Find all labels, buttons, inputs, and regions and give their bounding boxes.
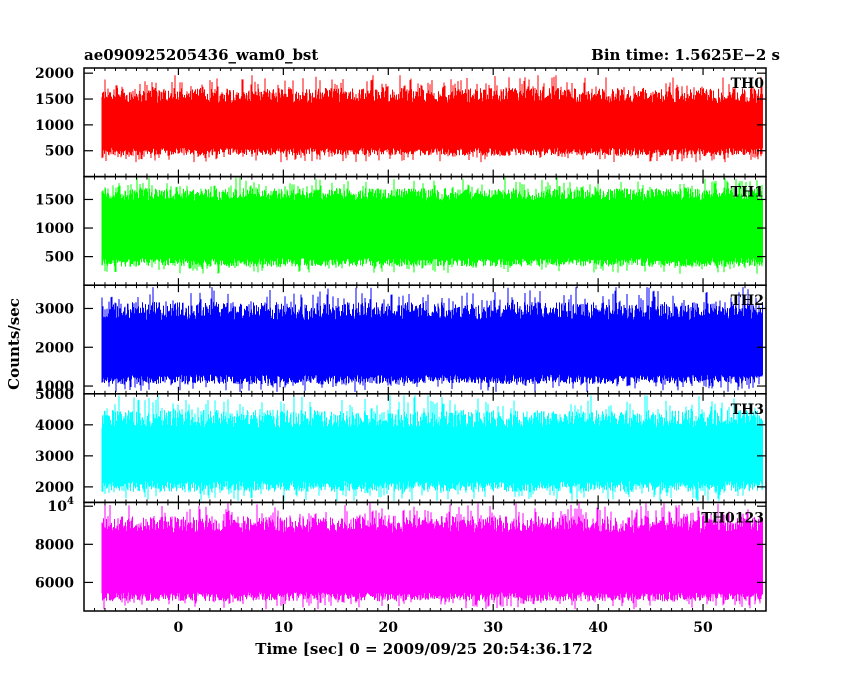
y-tick-label: 104 [48, 496, 74, 515]
bin-time-label: Bin time: 1.5625E−2 s [591, 46, 780, 64]
panel-th0: 500 1000 1500 2000 TH0 [35, 66, 767, 178]
series-th0123 [101, 502, 763, 610]
x-tick-label: 0 [174, 620, 184, 636]
x-axis-title: Time [sec] 0 = 2009/09/25 20:54:36.172 [255, 640, 592, 658]
series-th2 [101, 287, 763, 392]
panel-label: TH1 [731, 185, 764, 201]
y-tick-label: 500 [45, 144, 74, 160]
series-th3 [101, 395, 763, 501]
y-tick-label: 1500 [35, 92, 74, 108]
y-tick-label: 1500 [35, 192, 74, 208]
panel-th2: 1000 2000 3000 TH2 [35, 284, 767, 395]
series-line [101, 75, 763, 163]
y-tick-label: 4000 [35, 418, 74, 434]
series-th0 [101, 75, 763, 163]
panel-th1: 500 1000 1500 TH1 [35, 175, 767, 286]
panel-label: TH0 [731, 76, 765, 92]
y-tick-label: 500 [45, 250, 74, 266]
x-tick-label: 40 [588, 620, 608, 636]
panel-label: TH3 [731, 402, 764, 418]
y-tick-label: 1000 [35, 118, 74, 134]
panel-frame [83, 501, 767, 612]
series-line [101, 287, 763, 392]
observation-id-title: ae090925205436_wam0_bst [84, 46, 318, 64]
series-line [101, 395, 763, 501]
y-tick-label: 2000 [35, 340, 74, 356]
x-tick-label: 10 [274, 620, 294, 636]
y-tick-label-exponent: 4 [67, 496, 74, 507]
y-tick-label: 8000 [35, 537, 74, 553]
y-tick-label: 1000 [35, 379, 74, 395]
y-tick-label: 3000 [35, 301, 74, 317]
panel-label: TH2 [731, 293, 764, 309]
y-tick-label: 3000 [35, 449, 74, 465]
x-tick-label: 30 [483, 620, 503, 636]
y-tick-label: 2000 [35, 480, 74, 496]
x-tick-label: 20 [379, 620, 399, 636]
x-tick-label: 50 [693, 620, 713, 636]
y-axis-title: Counts/sec [5, 298, 23, 390]
series-line [101, 502, 763, 610]
y-tick-label: 5000 [35, 387, 74, 403]
series-th1 [101, 177, 763, 274]
y-tick-label: 6000 [35, 575, 74, 591]
y-tick-label: 1000 [35, 221, 74, 237]
panel-label: TH0123 [701, 510, 764, 526]
panel-th0123: 6000 8000 104 TH0123 [35, 496, 767, 612]
panel-th3: 2000 3000 4000 5000 TH3 [35, 387, 767, 504]
y-tick-label: 2000 [35, 66, 74, 82]
series-line [101, 177, 763, 274]
